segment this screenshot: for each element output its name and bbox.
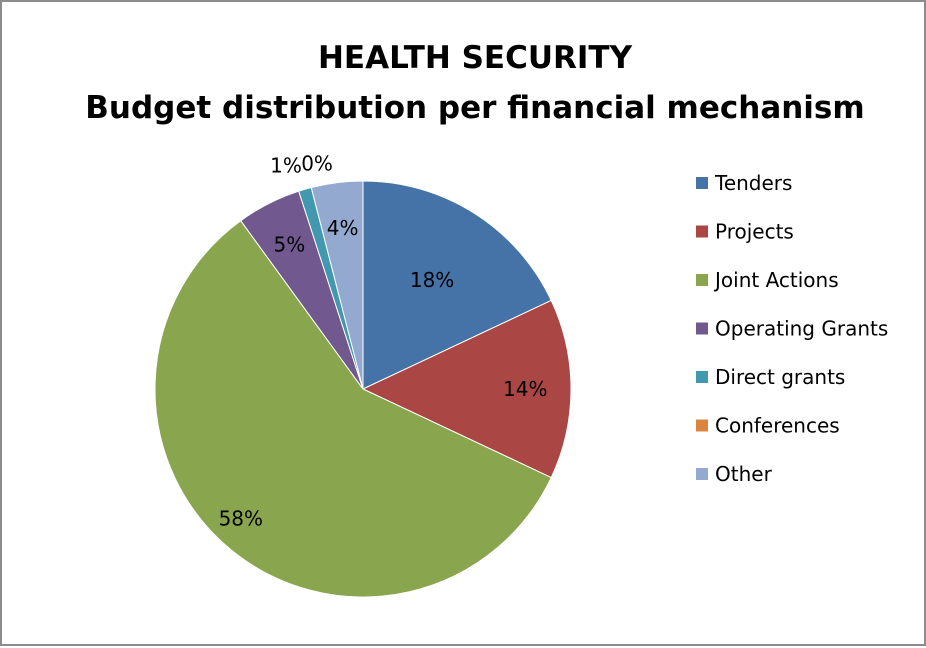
legend: Tenders Projects Joint Actions Operating Gr… — [696, 171, 888, 486]
chart-title: HEALTH SECURITY — [318, 40, 633, 76]
legend-label-other: Other — [715, 462, 773, 486]
legend-swatch-direct-grants — [696, 371, 708, 383]
data-label-operating-grants: 5% — [273, 232, 305, 256]
legend-label-direct-grants: Direct grants — [715, 365, 845, 389]
pie-slice-other — [310, 180, 364, 390]
data-label-direct-grants: 1% — [270, 153, 302, 177]
legend-item-tenders: Tenders — [696, 171, 792, 195]
legend-label-joint-actions: Joint Actions — [713, 268, 839, 292]
chart-subtitle: Budget distribution per financial mechan… — [85, 90, 864, 126]
legend-swatch-operating-grants — [696, 322, 708, 335]
legend-item-operating-grants: Operating Grants — [696, 317, 888, 341]
legend-swatch-tenders — [696, 177, 708, 189]
legend-item-conferences: Conferences — [696, 414, 840, 438]
legend-label-operating-grants: Operating Grants — [715, 317, 888, 341]
data-labels: 18% 14% 58% 5% 1% 0% 4% — [219, 151, 548, 530]
data-label-other: 4% — [327, 216, 359, 240]
legend-label-tenders: Tenders — [714, 171, 792, 195]
pie-slice-tenders — [362, 180, 552, 390]
legend-swatch-joint-actions — [696, 274, 708, 286]
legend-item-projects: Projects — [696, 220, 794, 244]
legend-label-projects: Projects — [715, 220, 794, 244]
legend-swatch-other — [696, 468, 708, 480]
legend-item-other: Other — [696, 462, 773, 486]
legend-label-conferences: Conferences — [715, 414, 840, 438]
pie-slice-joint-actions — [154, 220, 552, 598]
legend-swatch-conferences — [696, 419, 708, 432]
legend-item-joint-actions: Joint Actions — [696, 268, 839, 292]
data-label-joint-actions: 58% — [219, 506, 263, 530]
pie-slice-projects — [361, 299, 572, 479]
pie-slices — [154, 180, 572, 598]
data-label-projects: 14% — [503, 377, 547, 401]
legend-item-direct-grants: Direct grants — [696, 365, 845, 389]
data-label-conferences: 0% — [301, 151, 333, 175]
data-label-tenders: 18% — [410, 268, 454, 292]
legend-swatch-projects — [696, 225, 708, 238]
